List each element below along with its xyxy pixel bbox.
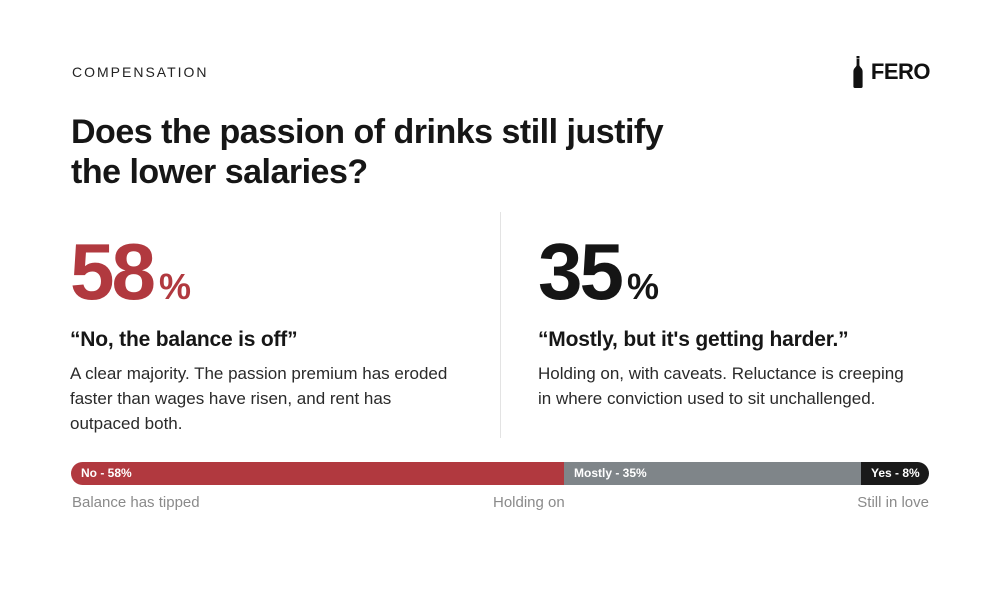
stat-no: 58 % “No, the balance is off” A clear ma… <box>70 226 470 436</box>
stat-value: 58 <box>70 227 156 316</box>
page-title: Does the passion of drinks still justify… <box>71 113 664 191</box>
stat-number: 58 % <box>70 226 470 318</box>
section-eyebrow: COMPENSATION <box>72 64 209 80</box>
wine-bottle-icon <box>853 56 863 88</box>
stat-unit: % <box>158 266 191 307</box>
stat-description: Holding on, with caveats. Reluctance is … <box>538 364 904 408</box>
stat-number: 35 % <box>538 226 938 318</box>
stat-description: A clear majority. The passion premium ha… <box>70 364 448 433</box>
stat-unit: % <box>626 266 659 307</box>
bar-segment-label: Yes - 8% <box>871 466 920 480</box>
stat-mostly: 35 % “Mostly, but it's getting harder.” … <box>538 226 938 411</box>
bar-segment-yes: Yes - 8% <box>861 462 929 485</box>
column-divider <box>500 212 501 438</box>
brand-name: FERO <box>870 59 931 84</box>
scale-label-left: Balance has tipped <box>72 494 200 511</box>
bar-segment-no: No - 58% <box>71 462 564 485</box>
stacked-bar-chart: No - 58% Mostly - 35% Yes - 8% <box>71 462 929 485</box>
scale-label-middle: Holding on <box>493 494 565 511</box>
bar-segment-label: No - 58% <box>81 466 132 480</box>
bar-segment-label: Mostly - 35% <box>574 466 647 480</box>
bar-segment-mostly: Mostly - 35% <box>564 462 861 485</box>
stat-quote: “Mostly, but it's getting harder.” <box>538 328 849 351</box>
stat-value: 35 <box>538 227 624 316</box>
brand-logo: FERO <box>853 56 931 88</box>
scale-label-right: Still in love <box>857 494 929 511</box>
stat-quote: “No, the balance is off” <box>70 328 298 351</box>
